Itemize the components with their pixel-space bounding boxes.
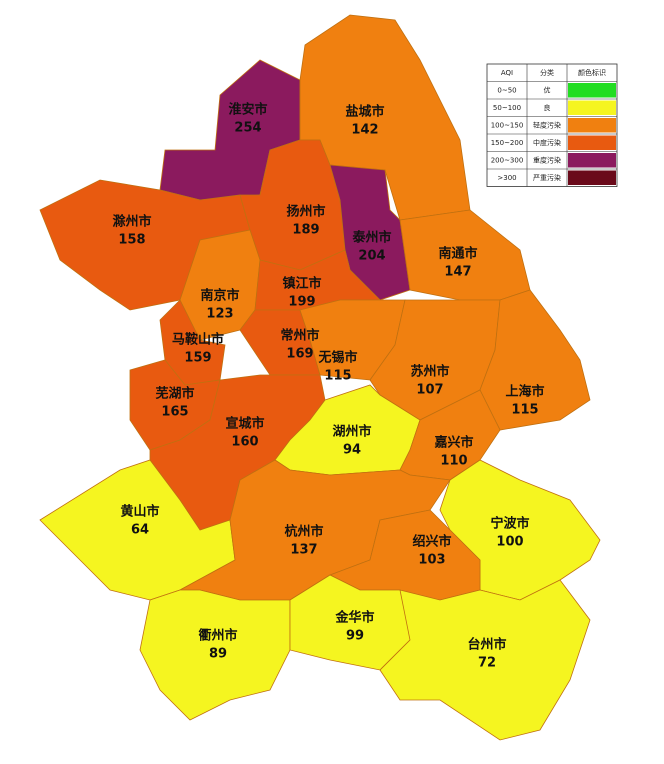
city-name: 盐城市 xyxy=(345,104,384,120)
city-name: 上海市 xyxy=(505,384,544,400)
city-aqi: 137 xyxy=(290,543,317,558)
city-aqi: 159 xyxy=(184,351,211,366)
legend-swatch xyxy=(568,170,616,185)
legend-category: 优 xyxy=(544,85,551,94)
city-aqi: 199 xyxy=(288,295,315,310)
city-name: 湖州市 xyxy=(332,424,371,440)
legend-category: 轻度污染 xyxy=(533,120,561,129)
labels: 淮安市 254 盐城市 142 滁州市 158 扬州市 189 泰州市 204 南通市 147 南京市 1… xyxy=(112,102,544,671)
regions xyxy=(39,14,601,741)
legend-category: 中度污染 xyxy=(533,138,561,147)
city-name: 苏州市 xyxy=(410,364,449,380)
legend-header: 分类 xyxy=(540,68,554,77)
city-name: 台州市 xyxy=(467,637,506,653)
region xyxy=(139,589,291,721)
city-name: 黄山市 xyxy=(120,504,159,520)
city-name: 杭州市 xyxy=(284,524,323,540)
city-aqi: 160 xyxy=(231,435,258,450)
city-aqi: 123 xyxy=(206,307,233,322)
city-name: 嘉兴市 xyxy=(433,435,473,451)
legend-range: 50~100 xyxy=(493,104,521,112)
city-aqi: 103 xyxy=(418,553,445,568)
legend-range: 150~200 xyxy=(491,139,524,147)
legend-range: 100~150 xyxy=(491,121,524,129)
city-name: 淮安市 xyxy=(227,102,267,118)
city-name: 马鞍山市 xyxy=(172,332,224,348)
region xyxy=(379,579,591,741)
legend-swatch xyxy=(568,118,616,133)
city-name: 宣城市 xyxy=(225,416,264,432)
city-name: 常州市 xyxy=(280,328,319,344)
legend-header: 颜色标识 xyxy=(578,68,606,77)
legend-category: 良 xyxy=(544,103,551,112)
legend-category: 严重污染 xyxy=(533,173,561,182)
legend-swatch xyxy=(568,153,616,168)
legend-swatch xyxy=(568,100,616,115)
city-aqi: 110 xyxy=(440,454,467,469)
city-name: 扬州市 xyxy=(286,204,325,220)
city-aqi: 107 xyxy=(416,383,443,398)
city-aqi: 165 xyxy=(161,405,188,420)
city-name: 镇江市 xyxy=(282,276,321,292)
city-aqi: 204 xyxy=(358,249,385,264)
city-name: 滁州市 xyxy=(112,214,151,230)
legend-range: 0~50 xyxy=(497,86,516,94)
legend-swatch xyxy=(568,83,616,98)
city-name: 无锡市 xyxy=(317,350,357,366)
city-aqi: 142 xyxy=(351,123,378,138)
city-name: 金华市 xyxy=(334,610,374,626)
region xyxy=(479,289,591,431)
city-name: 绍兴市 xyxy=(412,534,451,550)
legend-range: >300 xyxy=(497,174,516,182)
region xyxy=(329,164,411,301)
legend-range: 200~300 xyxy=(491,156,524,164)
city-name: 南京市 xyxy=(200,288,239,304)
city-aqi: 100 xyxy=(496,535,523,550)
city-name: 衢州市 xyxy=(198,628,237,644)
legend: AQI 分类 颜色标识 0~50 优 50~100 良 100~150 轻度污染 150~200 中… xyxy=(486,63,618,187)
city-name: 芜湖市 xyxy=(155,386,194,402)
city-name: 泰州市 xyxy=(351,230,391,246)
city-aqi: 89 xyxy=(209,647,227,662)
city-aqi: 147 xyxy=(444,265,471,280)
city-aqi: 158 xyxy=(118,233,145,248)
city-aqi: 189 xyxy=(292,223,319,238)
city-name: 宁波市 xyxy=(490,516,529,532)
legend-category: 重度污染 xyxy=(533,155,561,164)
city-aqi: 254 xyxy=(234,121,261,136)
city-aqi: 99 xyxy=(346,629,364,644)
city-aqi: 64 xyxy=(131,523,149,538)
city-aqi: 115 xyxy=(511,403,538,418)
city-aqi: 72 xyxy=(478,656,496,671)
city-name: 南通市 xyxy=(438,246,477,262)
legend-swatch xyxy=(568,135,616,150)
city-aqi: 169 xyxy=(286,347,313,362)
city-aqi: 115 xyxy=(324,369,351,384)
city-aqi: 94 xyxy=(343,443,361,458)
legend-header: AQI xyxy=(501,69,513,77)
